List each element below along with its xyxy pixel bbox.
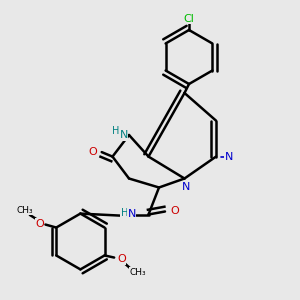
Text: CH₃: CH₃ <box>130 268 146 277</box>
Text: O: O <box>117 254 126 264</box>
Text: CH₃: CH₃ <box>16 206 33 215</box>
Text: O: O <box>35 219 44 229</box>
Text: O: O <box>88 147 97 157</box>
Text: Cl: Cl <box>184 14 194 24</box>
Text: H: H <box>112 126 119 136</box>
Text: N: N <box>182 182 190 192</box>
Text: O: O <box>170 206 179 217</box>
Text: N: N <box>128 209 136 219</box>
Text: H: H <box>121 208 128 218</box>
Text: N: N <box>224 152 233 162</box>
Text: N: N <box>119 130 128 140</box>
